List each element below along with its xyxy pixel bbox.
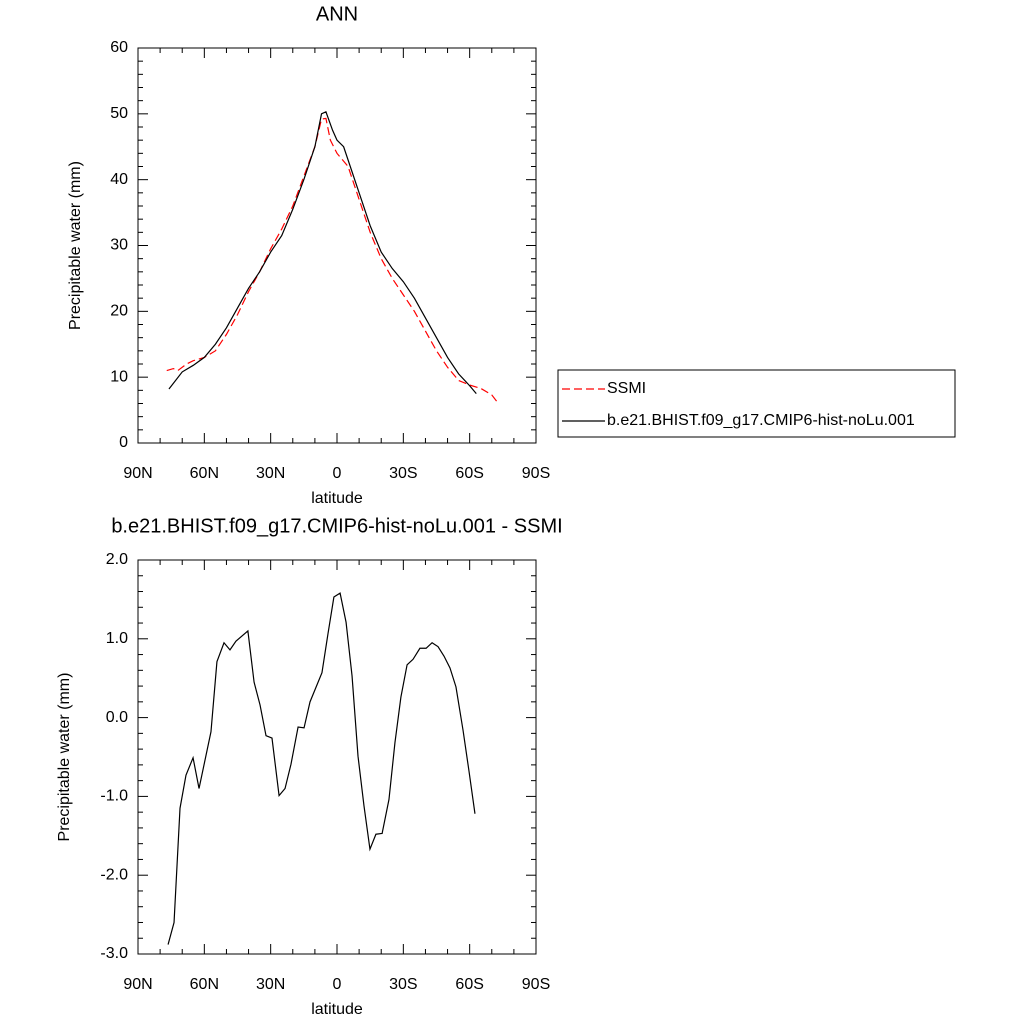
x-tick-label: 90S [522,976,550,993]
x-tick-label: 0 [333,465,342,482]
y-tick-label: 0 [119,434,128,451]
x-axis-label: latitude [311,1001,363,1018]
y-tick-label: -1.0 [100,788,128,805]
data-line [167,592,476,945]
x-tick-label: 90S [522,465,550,482]
x-tick-label: 60N [190,976,219,993]
y-tick-label: 30 [110,237,128,254]
data-line [166,117,499,404]
x-tick-label: 60S [455,976,483,993]
y-tick-label: 1.0 [106,630,128,647]
x-tick-label: 30S [389,976,417,993]
y-tick-label: 20 [110,303,128,320]
y-axis-label: Precipitable water (mm) [56,673,73,842]
plot-frame [137,559,537,955]
y-tick-label: 40 [110,171,128,188]
data-line [168,111,477,395]
x-tick-label: 30N [256,976,285,993]
y-tick-label: 10 [110,368,128,385]
y-axis-label: Precipitable water (mm) [67,161,84,330]
chart-title: b.e21.BHIST.f09_g17.CMIP6-hist-noLu.001 … [111,515,562,537]
y-tick-label: 50 [110,105,128,122]
legend-label: b.e21.BHIST.f09_g17.CMIP6-hist-noLu.001 [607,412,915,429]
y-tick-label: 2.0 [106,551,128,568]
x-tick-label: 60S [455,465,483,482]
x-axis-label: latitude [311,490,363,507]
x-tick-label: 30N [256,465,285,482]
y-tick-label: -2.0 [100,866,128,883]
legend-box [557,369,956,438]
y-tick-label: 0.0 [106,709,128,726]
y-tick-label: 60 [110,39,128,56]
plot-frame [137,47,537,444]
x-tick-label: 90N [123,976,152,993]
chart-title: ANN [316,3,358,25]
x-tick-label: 30S [389,465,417,482]
legend-label: SSMI [607,380,646,397]
y-tick-label: -3.0 [100,945,128,962]
x-tick-label: 90N [123,465,152,482]
x-tick-label: 0 [333,976,342,993]
x-tick-label: 60N [190,465,219,482]
